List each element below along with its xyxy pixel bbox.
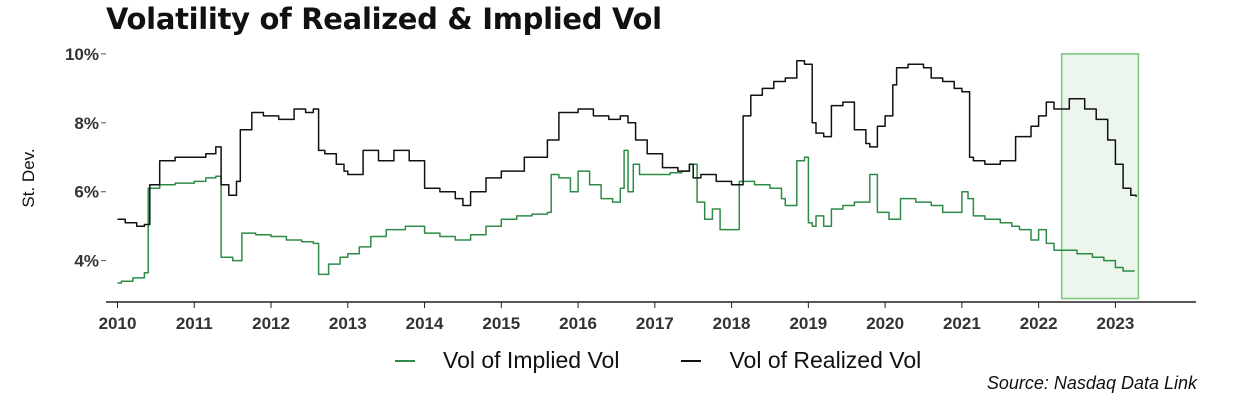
- y-tick-label: 8%: [74, 114, 99, 133]
- x-tick-label: 2012: [252, 314, 290, 333]
- legend-label-implied: Vol of Implied Vol: [443, 347, 620, 373]
- x-tick-label: 2016: [559, 314, 597, 333]
- source-note: Source: Nasdaq Data Link: [986, 373, 1197, 393]
- x-tick-label: 2023: [1096, 314, 1134, 333]
- series-line-realized-vol: [117, 60, 1137, 227]
- legend-item-realized: Vol of Realized Vol: [681, 347, 921, 374]
- x-tick-label: 2014: [406, 314, 444, 333]
- legend-item-implied: Vol of Implied Vol: [395, 347, 619, 374]
- y-tick-label: 4%: [74, 252, 99, 271]
- y-tick-label: 6%: [74, 183, 99, 202]
- x-tick-label: 2020: [866, 314, 904, 333]
- legend-swatch-realized: [681, 359, 702, 362]
- x-tick-label: 2022: [1020, 314, 1058, 333]
- series-line-implied-vol: [117, 149, 1135, 284]
- x-tick-label: 2011: [176, 314, 213, 333]
- highlight-box: [1060, 53, 1140, 300]
- legend: Vol of Implied Vol Vol of Realized Vol: [395, 347, 983, 374]
- x-tick-label: 2019: [789, 314, 827, 333]
- x-tick-label: 2015: [482, 314, 520, 333]
- line-chart: St. Dev. 4% 6% 8% 10% 2010 2011 2012 2013 2014 20…: [19, 45, 1196, 333]
- y-tick-label: 10%: [65, 45, 99, 64]
- x-tick-label: 2018: [713, 314, 751, 333]
- x-tick-label: 2017: [636, 314, 674, 333]
- legend-label-realized: Vol of Realized Vol: [729, 347, 922, 373]
- x-tick-label: 2013: [329, 314, 367, 333]
- chart-title: Volatility of Realized & Implied Vol: [106, 2, 662, 36]
- y-axis-label: St. Dev.: [19, 148, 38, 207]
- legend-swatch-implied: [395, 359, 415, 362]
- x-tick-label: 2010: [99, 314, 137, 333]
- x-tick-label: 2021: [943, 314, 981, 333]
